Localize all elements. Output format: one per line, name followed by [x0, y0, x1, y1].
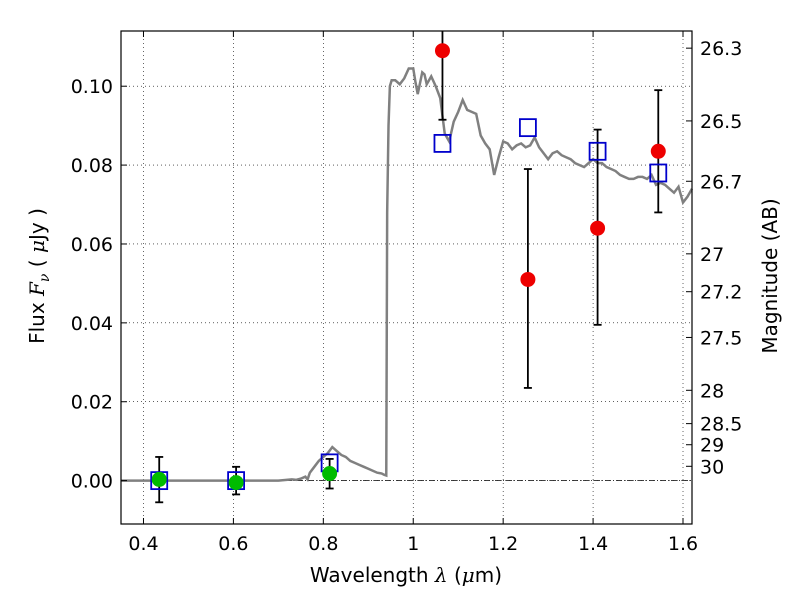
right-tick-label: 26.5 — [700, 111, 742, 133]
y-axis-label-subscript: ν — [37, 273, 53, 282]
right-tick-label: 26.3 — [700, 38, 742, 60]
y-axis-label-symbol: F — [25, 281, 49, 297]
model-point — [649, 163, 668, 183]
y-axis-label-prefix: Flux — [25, 296, 49, 344]
detection-point — [650, 143, 666, 159]
y-tick-label: 0.10 — [71, 76, 113, 98]
y-axis-label: Flux Fν ( μJy ) — [25, 208, 53, 344]
x-tick-label: 1.4 — [578, 533, 608, 555]
y-axis-label-mu: μ — [25, 240, 49, 253]
detection-point — [434, 43, 450, 59]
x-axis-ticks: 0.4 0.6 0.8 1 1.2 1.4 1.6 — [128, 31, 698, 555]
right-tick-label: 27.2 — [700, 282, 742, 304]
right-tick-label: 27 — [700, 244, 724, 266]
x-tick-label: 0.6 — [218, 533, 248, 555]
y-tick-label: 0.06 — [71, 234, 113, 256]
right-tick-label: 26.7 — [700, 171, 742, 193]
optical-point — [151, 471, 167, 487]
detection-point — [520, 271, 536, 287]
right-tick-label: 30 — [700, 456, 724, 478]
right-tick-label: 28 — [700, 380, 724, 402]
model-points — [150, 118, 668, 491]
x-tick-label: 0.8 — [308, 533, 338, 555]
model-point — [588, 141, 607, 161]
model-sed-line — [121, 67, 694, 482]
y-axis-label-paren: ( — [25, 253, 49, 274]
y-tick-label: 0.08 — [71, 155, 113, 177]
x-tick-label: 1 — [407, 533, 419, 555]
right-tick-label: 29 — [700, 435, 724, 457]
y-tick-label: 0.04 — [71, 313, 113, 335]
y-axis-ticks: 0.00 0.02 0.04 0.06 0.08 0.10 — [71, 76, 127, 493]
grid-lines — [121, 31, 692, 524]
x-tick-label: 1.6 — [668, 533, 698, 555]
x-tick-label: 0.4 — [128, 533, 158, 555]
x-axis-label: Wavelength λ (μm) — [310, 563, 502, 587]
plot-frame — [120, 30, 693, 525]
model-point — [518, 118, 537, 138]
y-axis-label-unit: Jy ) — [25, 208, 49, 242]
x-axis-label-prefix: Wavelength — [310, 563, 435, 587]
optical-point — [228, 475, 244, 491]
error-bars — [155, 31, 663, 504]
x-axis-label-unit: m) — [475, 563, 502, 587]
x-axis-label-mu: μ — [462, 563, 475, 587]
x-axis-label-symbol: λ — [434, 563, 448, 587]
y-tick-label: 0.02 — [71, 392, 113, 414]
x-axis-label-unit-open: ( — [448, 563, 462, 587]
observed-points — [151, 43, 666, 491]
right-tick-label: 27.5 — [700, 327, 742, 349]
right-tick-label: 28.5 — [700, 414, 742, 436]
y-tick-label: 0.00 — [71, 471, 113, 493]
detection-point — [590, 220, 606, 236]
model-point — [433, 134, 452, 153]
optical-point — [322, 466, 338, 482]
right-axis-label: Magnitude (AB) — [758, 198, 782, 353]
x-tick-label: 1.2 — [488, 533, 518, 555]
